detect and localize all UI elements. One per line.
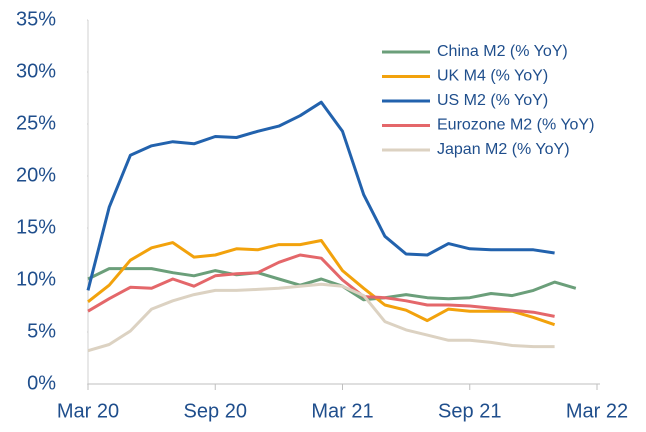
y-tick-label: 0% bbox=[27, 372, 56, 394]
x-tick-label: Mar 22 bbox=[566, 400, 628, 422]
legend-label: UK M4 (% YoY) bbox=[437, 68, 548, 85]
x-tick-label: Mar 21 bbox=[311, 400, 373, 422]
series-line bbox=[86, 100, 555, 291]
y-tick-label: 15% bbox=[16, 216, 56, 238]
y-tick-label: 30% bbox=[16, 60, 56, 82]
series-line bbox=[87, 267, 577, 302]
y-tick-label: 5% bbox=[27, 320, 56, 342]
legend-label: Eurozone M2 (% YoY) bbox=[437, 117, 594, 134]
series-line bbox=[87, 239, 556, 327]
x-tick-label: Sep 21 bbox=[438, 400, 501, 422]
legend-label: Japan M2 (% YoY) bbox=[437, 141, 570, 158]
series-line bbox=[87, 253, 555, 318]
legend-label: US M2 (% YoY) bbox=[437, 92, 548, 109]
x-tick-label: Mar 20 bbox=[57, 400, 119, 422]
y-tick-label: 35% bbox=[16, 8, 56, 30]
x-tick-label: Sep 20 bbox=[184, 400, 247, 422]
y-tick-label: 25% bbox=[16, 112, 56, 134]
legend-label: China M2 (% YoY) bbox=[437, 43, 568, 60]
y-tick-label: 10% bbox=[16, 268, 56, 290]
series-line bbox=[87, 282, 555, 353]
y-tick-label: 20% bbox=[16, 164, 56, 186]
